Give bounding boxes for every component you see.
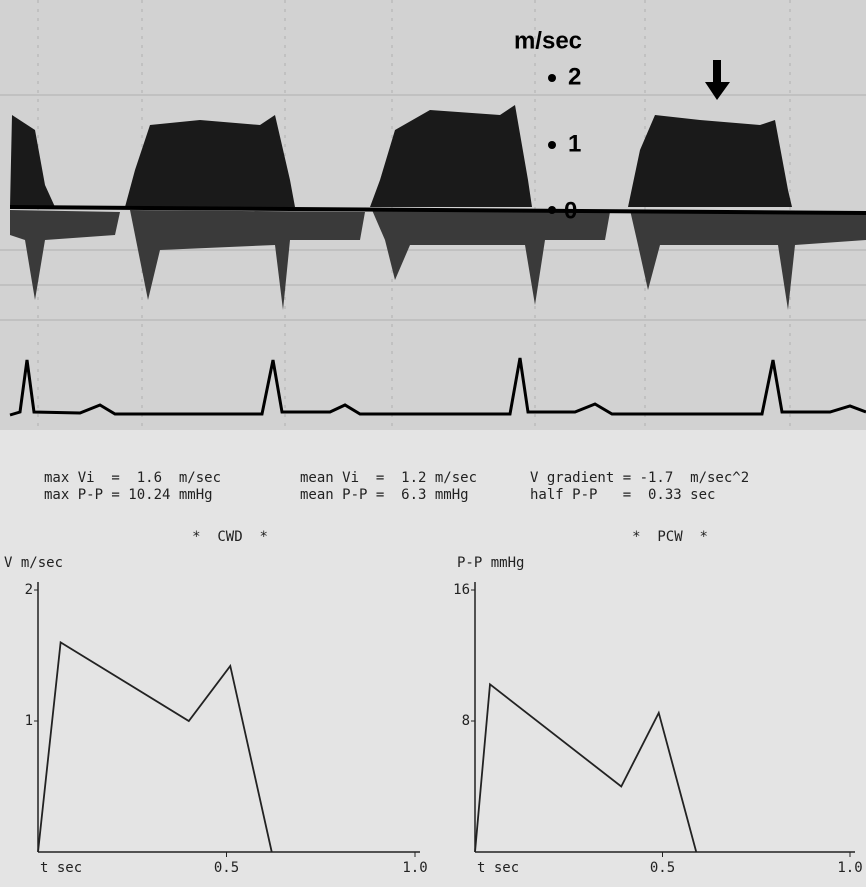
y-tick-label: 1 [25, 713, 33, 729]
arrow [705, 60, 730, 100]
y-tick-label: 2 [25, 582, 33, 598]
doppler-noise [0, 0, 866, 430]
doppler-image: m/sec 2 1 0 [0, 0, 866, 430]
x-tick-label: 1.0 [837, 860, 862, 876]
measurement: max P-P = 10.24 mmHg [44, 487, 213, 503]
data-line [37, 640, 273, 853]
chart-title: * PCW * [632, 529, 708, 545]
ecg-trace [9, 357, 866, 417]
doppler-flow [10, 105, 792, 207]
x-axis-label: t sec [40, 860, 82, 876]
measurement: mean Vi = 1.2 m/sec [300, 470, 477, 486]
measurement: V gradient = -1.7 m/sec^2 [530, 470, 749, 486]
velocity-scale-label: 0 [564, 197, 577, 224]
velocity-unit: m/sec [514, 27, 582, 54]
data-line [474, 682, 698, 853]
measurement: half P-P = 0.33 sec [530, 487, 715, 503]
x-tick-label: 0.5 [650, 860, 675, 876]
measurement: max Vi = 1.6 m/sec [44, 470, 221, 486]
chart-title: * CWD * [192, 529, 268, 545]
x-tick-label: 1.0 [402, 860, 427, 876]
scale-dot [548, 74, 556, 82]
scale-dot [548, 141, 556, 149]
x-tick-label: 0.5 [214, 860, 239, 876]
y-tick-label: 16 [453, 582, 470, 598]
scale-dot [548, 206, 556, 214]
x-axis-label: t sec [477, 860, 519, 876]
y-axis-label: P-P mmHg [457, 555, 524, 571]
y-tick-label: 8 [462, 713, 470, 729]
velocity-scale-label: 2 [568, 63, 581, 90]
measurement: mean P-P = 6.3 mmHg [300, 487, 469, 503]
doppler-reverse-flow [10, 210, 866, 310]
velocity-scale-label: 1 [568, 130, 581, 157]
y-axis-label: V m/sec [4, 555, 63, 571]
doppler-baseline [9, 205, 866, 215]
